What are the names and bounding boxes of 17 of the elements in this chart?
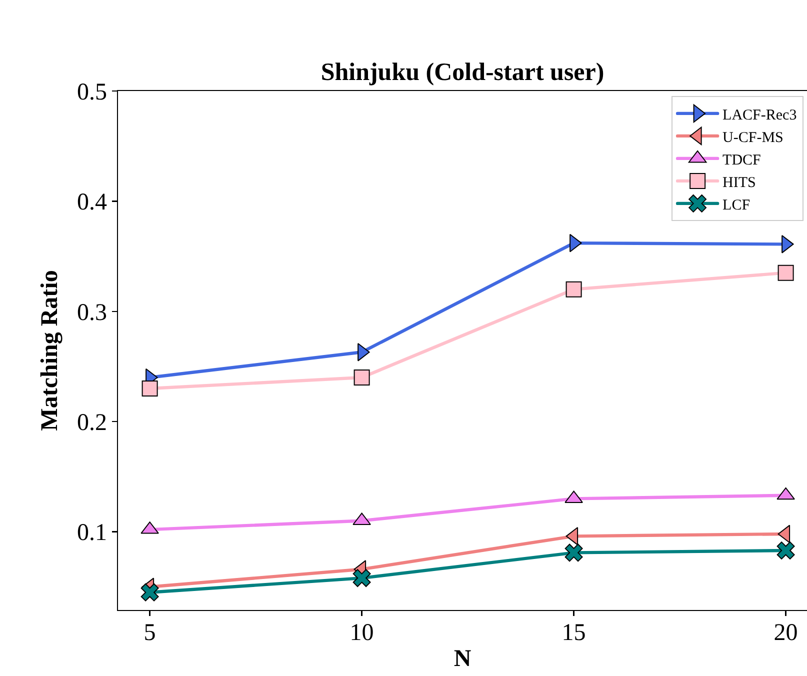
legend-label: LCF [722, 197, 750, 214]
legend-label: LACF-Rec3 [722, 107, 797, 124]
y-axis-title: Matching Ratio [37, 270, 64, 431]
y-tick-label: 0.2 [77, 410, 107, 436]
x-tick-label: 5 [144, 620, 156, 646]
chart-title: Shinjuku (Cold-start user) [320, 58, 604, 86]
legend-label: TDCF [722, 152, 761, 168]
x-tick-label: 10 [350, 620, 374, 646]
y-tick-label: 0.4 [77, 190, 107, 216]
x-tick-label: 20 [774, 620, 798, 646]
y-tick-label: 0.3 [77, 300, 107, 326]
x-tick-label: 15 [562, 620, 586, 646]
legend-label: U-CF-MS [722, 130, 784, 146]
legend-label: HITS [722, 174, 756, 191]
y-tick-label: 0.5 [77, 79, 107, 106]
y-tick-label: 0.1 [77, 520, 107, 546]
x-axis-title: N [454, 646, 472, 672]
